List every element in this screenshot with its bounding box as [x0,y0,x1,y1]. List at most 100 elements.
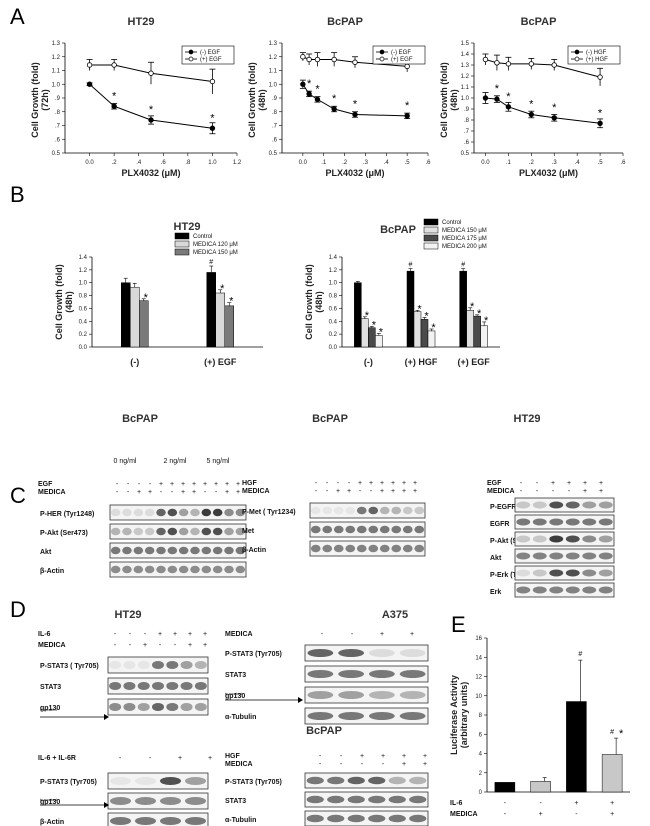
blot-label: STAT3 [225,798,246,805]
x-tick-label: 1.2 [233,160,242,166]
hash-mark: # [409,262,413,269]
row-label: MEDICA [242,488,270,495]
y-tick-label: 8 [479,713,483,719]
blot-band [178,565,189,574]
blot-band [201,508,212,517]
y-tick-label: 1.1 [269,69,278,75]
lane-sign: + [173,631,177,638]
blot-label: STAT3 [40,684,61,691]
truncated-label: truncated [40,797,57,802]
row-label: MEDICA [225,761,253,768]
blot-label: EGFR [490,521,509,528]
blot-label: P-HER (Tyr1248) [40,511,94,518]
chart-title: BcPAP [327,16,363,28]
lane-sign: + [391,480,395,487]
data-point [111,62,117,68]
blot-label: α-Tubulin [225,714,256,721]
lane-sign: - [552,488,555,495]
blot-band [123,661,136,669]
y-tick-label: 1.0 [52,82,61,88]
y-tick-label: 0.0 [79,345,88,351]
bar [406,270,415,348]
row-label: HGF [225,753,241,760]
lane-sign: - [359,488,362,495]
legend-swatch [423,218,439,226]
significance-mark: * [149,104,154,116]
blot-band [565,569,580,577]
blot-band [516,569,531,577]
lane-sign: - [348,480,351,487]
blot-label: P-STAT3 (Tyr705) [225,779,282,786]
blot-3 [304,707,429,725]
significance-mark: * [495,83,500,95]
blot-label: gp130 [225,693,245,700]
blot-band [368,670,395,678]
blot-band [338,691,365,699]
y-tick-label: 1.4 [79,255,88,261]
y-tick-label: 0.2 [79,332,88,338]
x-axis-label: PLX4032 (μM) [121,168,180,178]
data-point [528,111,535,118]
x-tick-label: .4 [384,160,390,166]
lane-sign: + [203,481,207,488]
legend-label: MEDICA 200 μM [442,244,487,250]
blot-label: Akt [40,549,52,556]
y-axis-label: Luciferase Activity [449,675,459,755]
category-label: (+) EGF [458,357,491,367]
bar [130,286,140,348]
blot-band [110,777,131,785]
blot-band [549,586,564,594]
blot-1 [304,791,429,808]
blot-1 [109,523,247,540]
truncated-label: truncated [225,691,242,696]
blot-band [135,817,156,825]
blot-band [307,670,334,678]
blot-band [399,712,426,720]
category-label: (+) EGF [204,357,237,367]
y-tick-label: 0.4 [329,319,338,325]
blot-band [307,649,334,657]
y-tick-label: 1.2 [329,268,338,274]
blot-band [156,508,166,517]
blot-band [224,565,234,574]
panel-label-d: D [10,597,26,622]
blot-band [333,544,344,553]
lane-sign: + [143,642,147,649]
y-axis-label-2: (72h) [40,89,50,111]
bar [530,781,551,793]
y-tick-label: .7 [55,124,61,130]
blot-label: P-STAT3 ( Tyr705) [40,663,99,670]
blot-band [194,682,207,690]
data-point [86,81,93,87]
data-point [300,81,306,87]
blot-band [137,661,150,669]
blot-band [123,703,136,711]
blot-band [123,682,136,690]
blot-band [190,527,200,536]
series-line [485,97,601,124]
lane-sign: - [116,489,119,496]
blot-band [167,527,178,536]
lane-sign: - [337,480,340,487]
lane-sign: + [402,753,406,760]
y-axis-label: Cell Growth (fold) [54,264,64,340]
x-tick-label: .2 [342,160,348,166]
blot-band [347,814,365,823]
blot-band [582,586,597,594]
y-tick-label: 1.2 [52,55,61,61]
significance-mark: * [529,99,534,111]
row-label: EGF [487,480,502,487]
y-tick-label: 0.8 [329,294,338,300]
row-label: MEDICA [38,642,66,649]
blot-band [582,518,597,526]
x-tick-label: .4 [575,160,581,166]
blot-band [516,501,531,509]
data-point [314,96,321,103]
blot-0 [107,656,209,674]
legend-marker [379,56,385,62]
blot-band [399,691,426,699]
blot-4 [514,565,615,581]
blot-band [333,525,344,534]
blot-band [180,682,193,690]
lane-sign: + [423,761,427,768]
